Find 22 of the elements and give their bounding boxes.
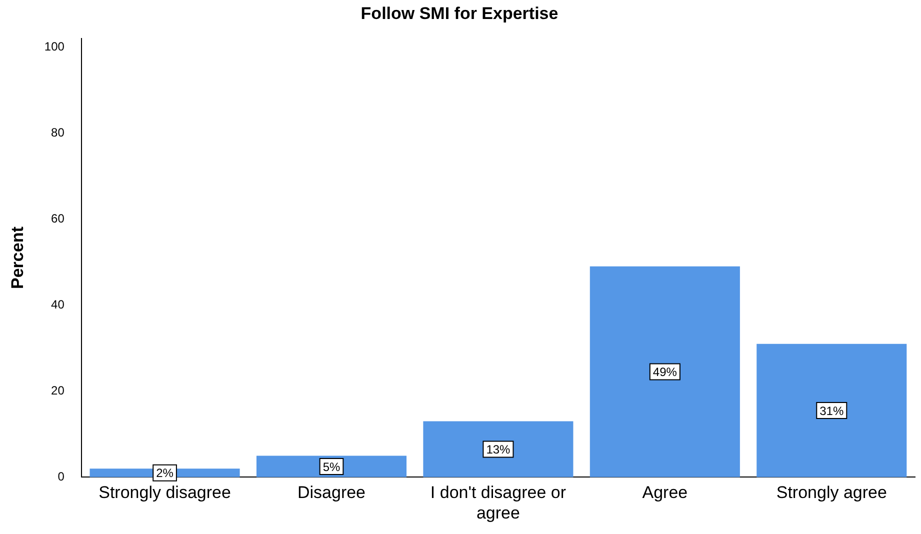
y-tick-label: 60 [51,211,65,226]
x-tick-label: I don't disagree or agree [430,483,566,522]
bar [590,266,740,478]
y-tick-label: 80 [51,125,65,140]
data-label: 13% [486,442,511,457]
y-tick-label: 20 [51,383,65,398]
x-tick-label: Disagree [297,483,366,502]
data-label: 31% [820,404,844,418]
bar [756,344,907,478]
bar [423,421,574,478]
x-tick-label: Agree [642,483,688,502]
data-label: 2% [156,466,174,480]
y-tick-label: 0 [58,470,65,484]
x-tick-label: Strongly agree [776,483,887,502]
bar [256,456,407,478]
y-tick-label: 100 [44,39,65,54]
chart-title: Follow SMI for Expertise [360,4,558,23]
y-tick-label: 40 [51,297,65,312]
data-label: 49% [652,365,678,380]
y-axis-title: Percent [8,226,27,289]
data-label: 5% [322,460,340,474]
x-tick-label: Strongly disagree [98,483,231,502]
